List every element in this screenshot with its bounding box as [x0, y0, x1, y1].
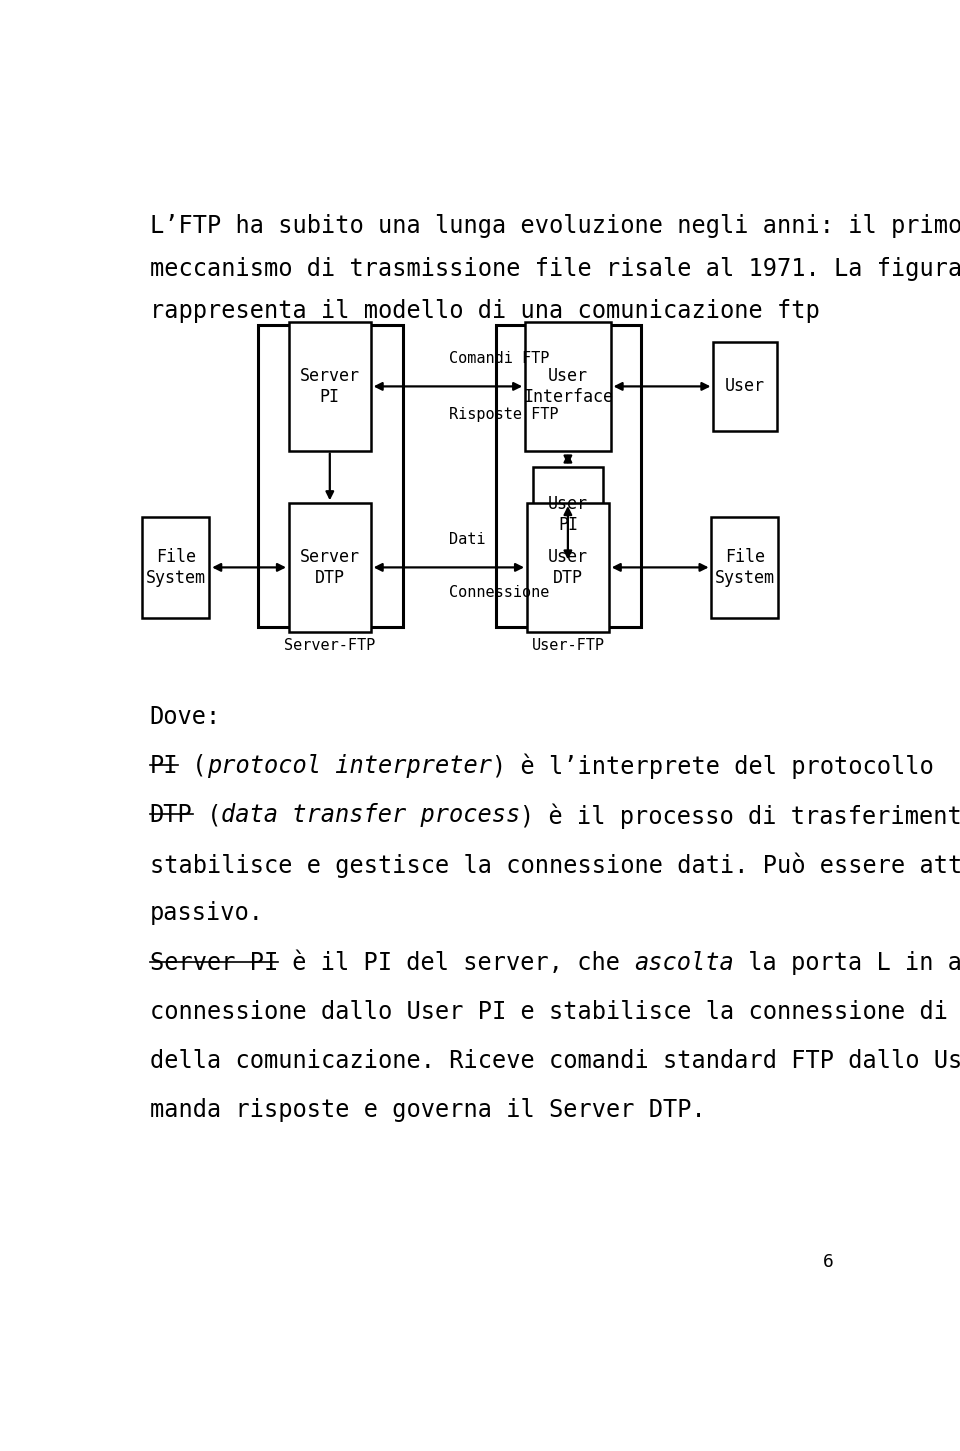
Text: la porta L in attesa di una: la porta L in attesa di una — [734, 950, 960, 975]
Text: ) è l’interprete del protocollo: ) è l’interprete del protocollo — [492, 755, 933, 779]
Text: Server PI: Server PI — [150, 950, 278, 975]
Text: Dove:: Dove: — [150, 705, 221, 728]
Text: User: User — [725, 377, 765, 396]
Text: protocol interpreter: protocol interpreter — [206, 755, 492, 778]
Text: User
PI: User PI — [548, 495, 588, 534]
Text: Risposte FTP: Risposte FTP — [449, 406, 559, 421]
Bar — [713, 341, 777, 431]
Bar — [495, 325, 641, 627]
Text: connessione dallo User PI e stabilisce la connessione di controllo: connessione dallo User PI e stabilisce l… — [150, 1000, 960, 1024]
Text: Server
PI: Server PI — [300, 367, 360, 406]
Text: Connessione: Connessione — [449, 585, 549, 601]
Text: rappresenta il modello di una comunicazione ftp: rappresenta il modello di una comunicazi… — [150, 299, 820, 324]
Text: data transfer process: data transfer process — [221, 804, 520, 827]
Text: File
System: File System — [146, 548, 205, 586]
Text: è il PI del server, che: è il PI del server, che — [278, 950, 635, 975]
Bar — [142, 517, 209, 618]
Bar — [711, 517, 779, 618]
Text: (: ( — [193, 804, 221, 827]
Text: ) è il processo di trasferimento dati, che: ) è il processo di trasferimento dati, c… — [520, 804, 960, 829]
Text: (: ( — [179, 755, 206, 778]
Text: Dati: Dati — [449, 533, 486, 547]
Text: Server-FTP: Server-FTP — [284, 638, 375, 653]
Text: passivo.: passivo. — [150, 901, 264, 926]
Bar — [257, 325, 403, 627]
Text: File
System: File System — [715, 548, 775, 586]
Text: PI: PI — [150, 755, 179, 778]
Text: meccanismo di trasmissione file risale al 1971. La figura seguente: meccanismo di trasmissione file risale a… — [150, 257, 960, 281]
Text: Server
DTP: Server DTP — [300, 548, 360, 586]
Text: User
Interface: User Interface — [523, 367, 612, 406]
Text: User-FTP: User-FTP — [532, 638, 605, 653]
Text: 6: 6 — [824, 1254, 834, 1271]
Bar — [525, 322, 611, 451]
Text: della comunicazione. Riceve comandi standard FTP dallo User PI,: della comunicazione. Riceve comandi stan… — [150, 1049, 960, 1072]
Bar — [527, 503, 609, 631]
Bar — [533, 467, 603, 563]
Text: ascolta: ascolta — [635, 950, 734, 975]
Bar — [289, 322, 371, 451]
Text: DTP: DTP — [150, 804, 193, 827]
Text: stabilisce e gestisce la connessione dati. Può essere attivo o: stabilisce e gestisce la connessione dat… — [150, 852, 960, 878]
Text: L’FTP ha subito una lunga evoluzione negli anni: il primo: L’FTP ha subito una lunga evoluzione neg… — [150, 215, 960, 238]
Text: Comandi FTP: Comandi FTP — [449, 351, 549, 366]
Bar — [289, 503, 371, 631]
Text: manda risposte e governa il Server DTP.: manda risposte e governa il Server DTP. — [150, 1098, 706, 1122]
Text: User
DTP: User DTP — [548, 548, 588, 586]
